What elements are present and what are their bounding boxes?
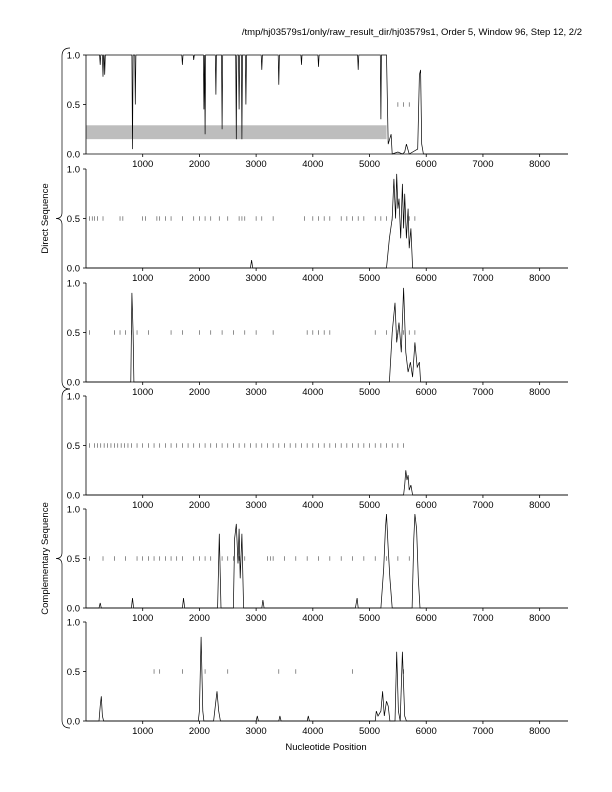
x-tick-label: 3000 xyxy=(246,159,267,170)
page-title: /tmp/hj03579s1/only/raw_result_dir/hj035… xyxy=(241,27,582,38)
complementary-sequence-label: Complementary Sequence xyxy=(40,502,51,614)
x-tick-label: 3000 xyxy=(246,387,267,398)
score-trace xyxy=(86,513,568,609)
x-tick-label: 2000 xyxy=(189,159,210,170)
x-tick-label: 6000 xyxy=(416,159,437,170)
x-tick-label: 2000 xyxy=(189,726,210,737)
x-tick-label: 5000 xyxy=(359,613,380,624)
x-tick-label: 3000 xyxy=(246,500,267,511)
panel-6: 0.0 0.5 1.0 1000 2000 3000 4000 5000 6000 7000 800… xyxy=(67,618,568,737)
y-tick-label: 1.0 xyxy=(67,165,80,176)
x-tick-label: 7000 xyxy=(472,159,493,170)
x-tick-label: 6000 xyxy=(416,387,437,398)
x-tick-label: 3000 xyxy=(246,613,267,624)
x-tick-label: 1000 xyxy=(132,613,153,624)
y-tick-label: 0.5 xyxy=(67,667,80,678)
x-tick-label: 2000 xyxy=(189,387,210,398)
panel-2: 0.0 0.5 1.0 1000 2000 3000 4000 5000 6000 7000 800… xyxy=(67,165,568,284)
complementary-sequence-brace xyxy=(55,388,71,729)
x-tick-label: 6000 xyxy=(416,726,437,737)
x-tick-label: 7000 xyxy=(472,500,493,511)
x-tick-label: 2000 xyxy=(189,500,210,511)
direct-sequence-label: Direct Sequence xyxy=(40,183,51,253)
score-trace xyxy=(86,173,568,269)
y-tick-label: 0.0 xyxy=(67,717,80,728)
x-tick-label: 5000 xyxy=(359,387,380,398)
x-tick-label: 1000 xyxy=(132,726,153,737)
x-tick-label: 8000 xyxy=(529,273,550,284)
y-tick-label: 1.0 xyxy=(67,392,80,403)
x-tick-label: 6000 xyxy=(416,500,437,511)
panel-5: 0.0 0.5 1.0 1000 2000 3000 4000 5000 6000 7000 800… xyxy=(67,505,568,624)
score-trace xyxy=(86,54,568,155)
x-tick-label: 1000 xyxy=(132,273,153,284)
y-tick-label: 0.0 xyxy=(67,491,80,502)
y-tick-label: 0.0 xyxy=(67,264,80,275)
score-trace xyxy=(86,287,568,383)
x-tick-label: 8000 xyxy=(529,613,550,624)
panel-4: 0.0 0.5 1.0 1000 2000 3000 4000 5000 6000 7000 800… xyxy=(67,392,568,511)
score-trace xyxy=(86,636,568,722)
x-tick-label: 4000 xyxy=(302,613,323,624)
x-tick-label: 3000 xyxy=(246,273,267,284)
x-tick-label: 7000 xyxy=(472,726,493,737)
y-tick-label: 0.0 xyxy=(67,378,80,389)
y-tick-label: 0.5 xyxy=(67,328,80,339)
x-tick-label: 5000 xyxy=(359,500,380,511)
x-tick-label: 4000 xyxy=(302,726,323,737)
x-tick-label: 1000 xyxy=(132,387,153,398)
x-tick-label: 8000 xyxy=(529,726,550,737)
x-tick-label: 5000 xyxy=(359,273,380,284)
x-axis-title: Nucleotide Position xyxy=(285,742,366,753)
x-tick-label: 6000 xyxy=(416,613,437,624)
x-tick-label: 1000 xyxy=(132,159,153,170)
y-tick-label: 0.5 xyxy=(67,441,80,452)
x-tick-label: 8000 xyxy=(529,159,550,170)
x-tick-label: 4000 xyxy=(302,500,323,511)
x-tick-label: 8000 xyxy=(529,500,550,511)
y-tick-label: 0.5 xyxy=(67,100,80,111)
x-tick-label: 3000 xyxy=(246,726,267,737)
y-tick-label: 1.0 xyxy=(67,505,80,516)
y-tick-label: 1.0 xyxy=(67,51,80,62)
x-tick-label: 4000 xyxy=(302,159,323,170)
y-tick-label: 1.0 xyxy=(67,618,80,629)
y-tick-label: 0.0 xyxy=(67,150,80,161)
x-tick-label: 5000 xyxy=(359,159,380,170)
x-tick-label: 1000 xyxy=(132,500,153,511)
x-tick-label: 8000 xyxy=(529,387,550,398)
score-trace xyxy=(86,470,568,496)
x-tick-label: 5000 xyxy=(359,726,380,737)
x-tick-label: 7000 xyxy=(472,387,493,398)
x-tick-label: 7000 xyxy=(472,273,493,284)
x-tick-label: 2000 xyxy=(189,613,210,624)
x-tick-label: 6000 xyxy=(416,273,437,284)
y-tick-label: 1.0 xyxy=(67,279,80,290)
y-tick-label: 0.5 xyxy=(67,554,80,565)
y-tick-label: 0.5 xyxy=(67,214,80,225)
panel-3: 0.0 0.5 1.0 1000 2000 3000 4000 5000 6000 7000 800… xyxy=(67,279,568,398)
x-tick-label: 7000 xyxy=(472,613,493,624)
x-tick-label: 2000 xyxy=(189,273,210,284)
y-tick-label: 0.0 xyxy=(67,604,80,615)
direct-sequence-brace xyxy=(55,47,71,390)
x-tick-label: 4000 xyxy=(302,273,323,284)
x-tick-label: 4000 xyxy=(302,387,323,398)
panel-1: 0.0 0.5 1.0 1000 2000 3000 4000 5000 6000 7000 800… xyxy=(67,51,568,170)
